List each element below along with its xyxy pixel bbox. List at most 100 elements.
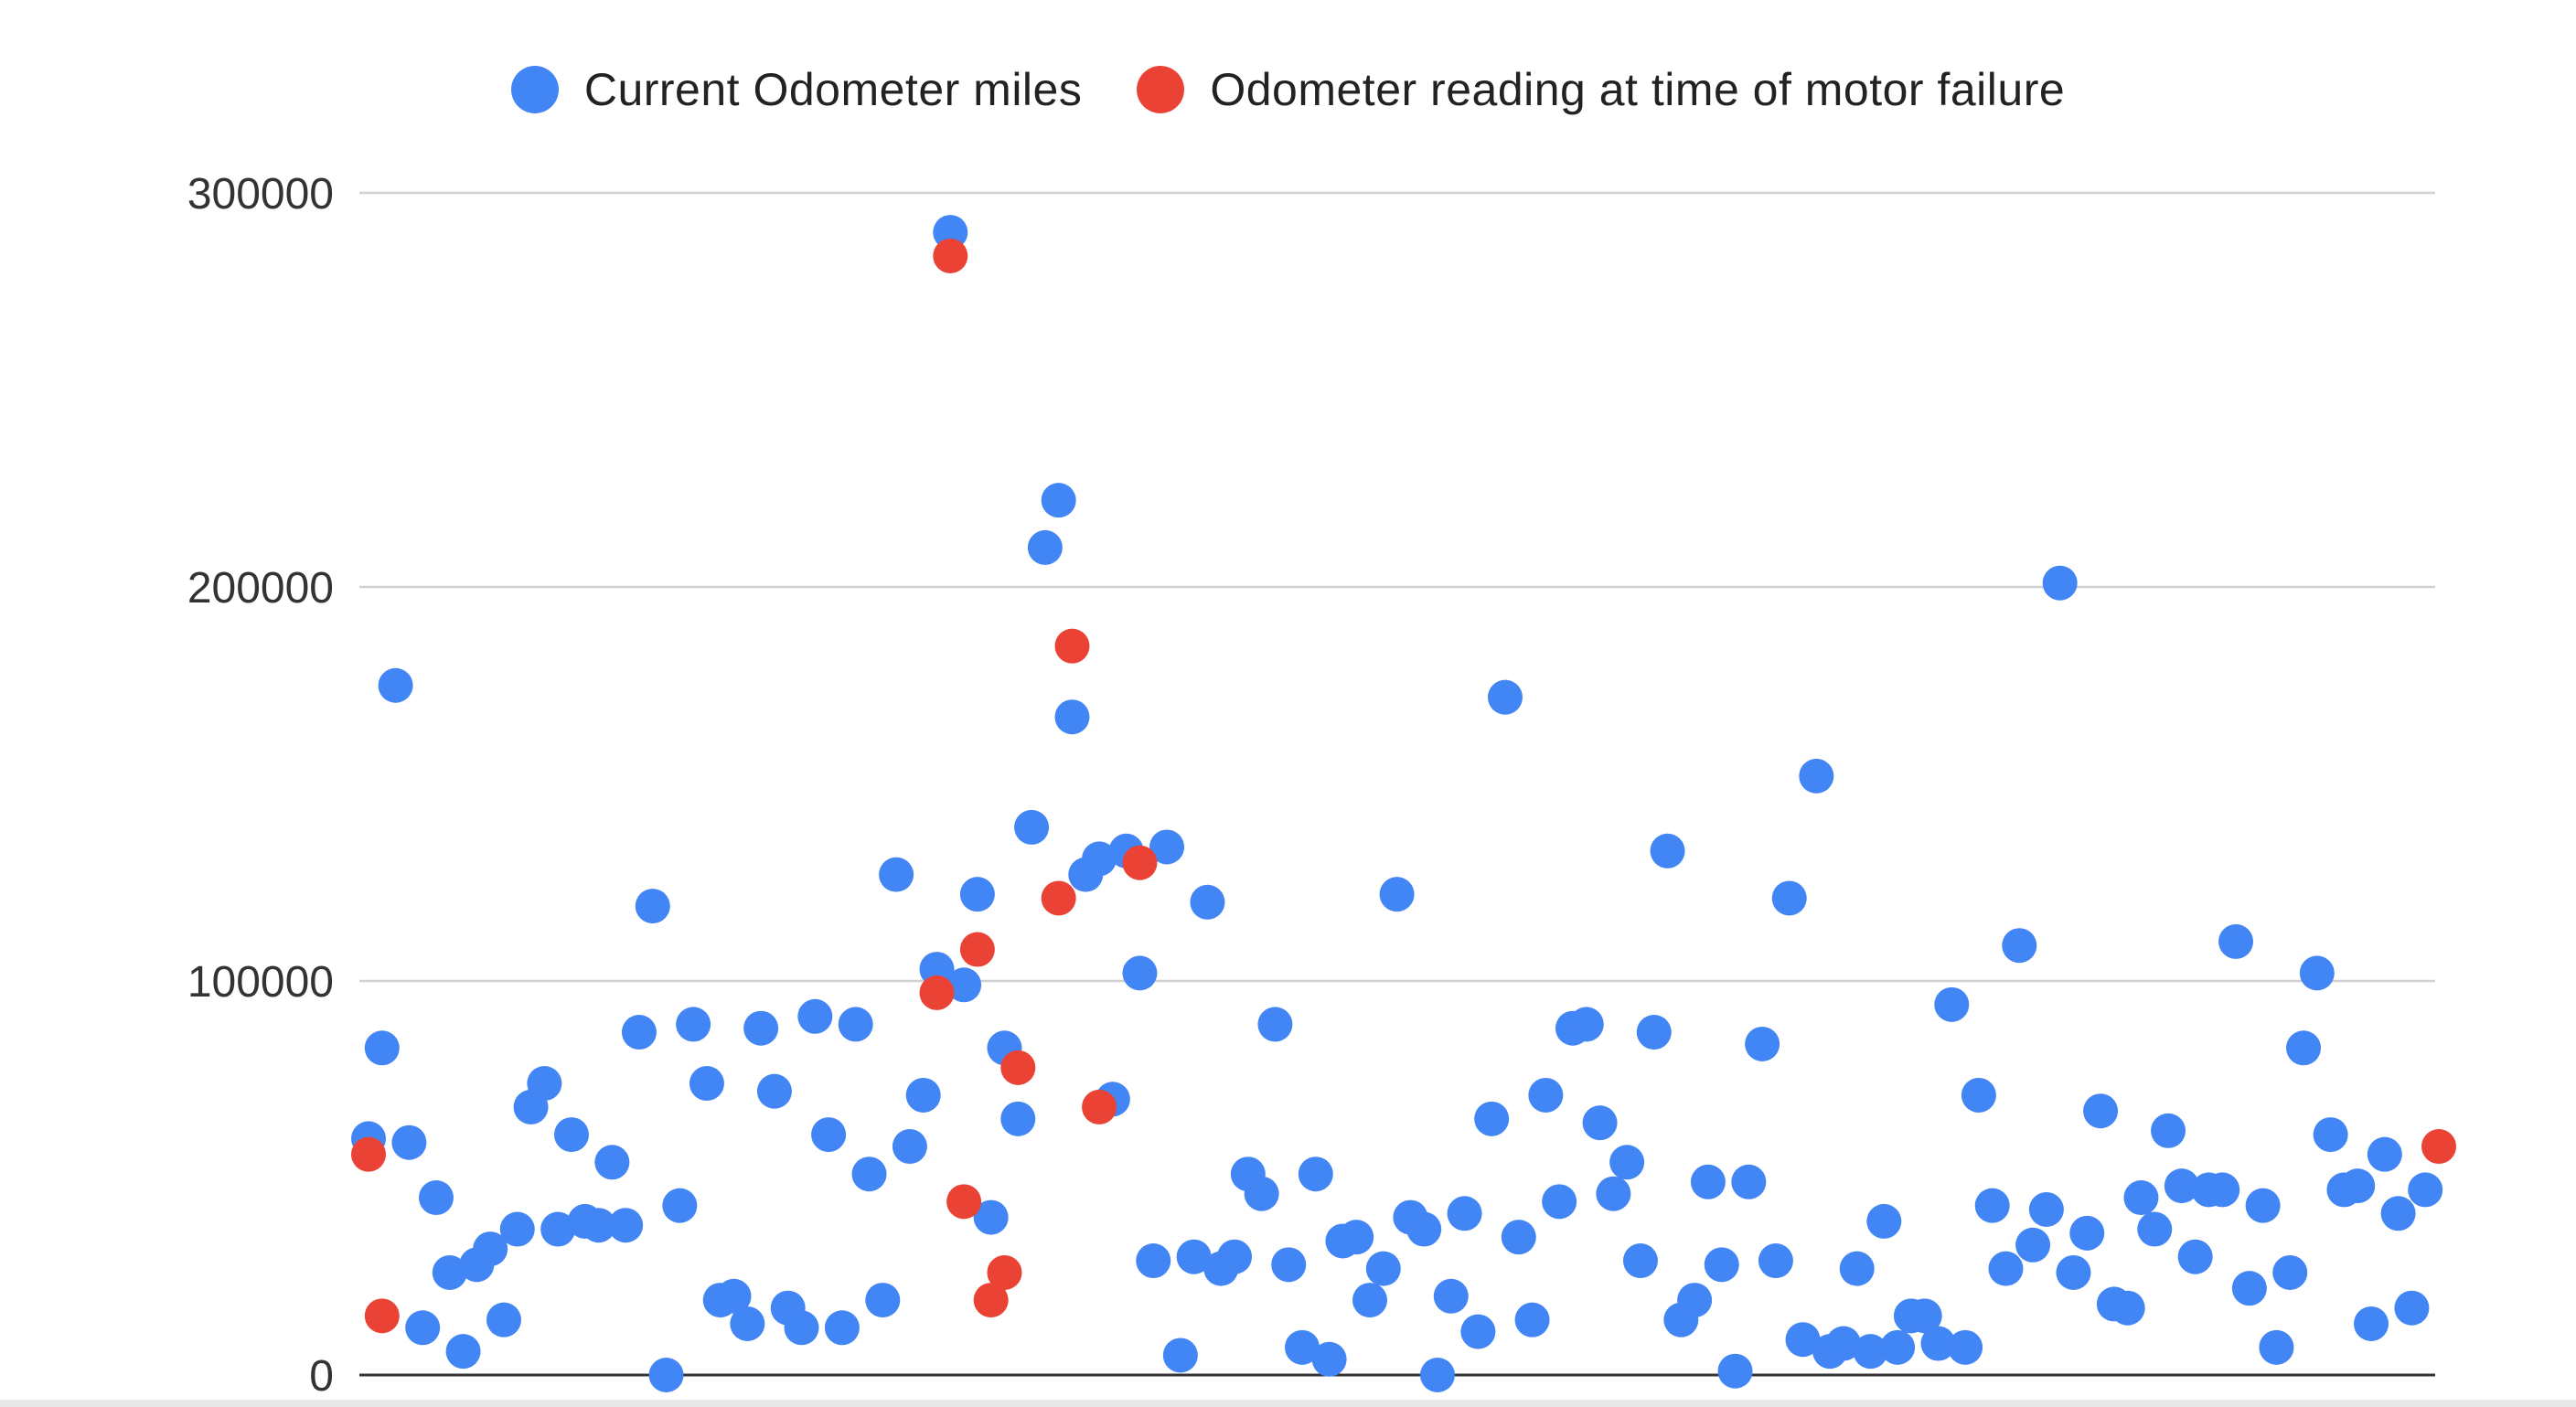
current-odometer-point[interactable] bbox=[1785, 1322, 1821, 1358]
current-odometer-point[interactable] bbox=[784, 1310, 819, 1346]
current-odometer-point[interactable] bbox=[499, 1211, 535, 1247]
current-odometer-point[interactable] bbox=[1907, 1298, 1942, 1334]
current-odometer-point[interactable] bbox=[2110, 1290, 2145, 1326]
current-odometer-point[interactable] bbox=[716, 1278, 752, 1314]
current-odometer-point[interactable] bbox=[865, 1283, 901, 1318]
failure-odometer-point[interactable] bbox=[364, 1298, 400, 1334]
current-odometer-point[interactable] bbox=[1217, 1239, 1253, 1274]
failure-odometer-point[interactable] bbox=[1041, 880, 1076, 916]
current-odometer-point[interactable] bbox=[2015, 1227, 2051, 1263]
current-odometer-point[interactable] bbox=[1311, 1341, 1347, 1377]
current-odometer-point[interactable] bbox=[811, 1117, 847, 1153]
current-odometer-point[interactable] bbox=[2218, 923, 2254, 959]
current-odometer-point[interactable] bbox=[1948, 1329, 1983, 1365]
current-odometer-point[interactable] bbox=[2340, 1168, 2376, 1204]
current-odometer-point[interactable] bbox=[689, 1066, 724, 1102]
failure-odometer-point[interactable] bbox=[1000, 1050, 1036, 1085]
current-odometer-point[interactable] bbox=[1934, 986, 1970, 1022]
current-odometer-point[interactable] bbox=[1866, 1203, 1902, 1239]
current-odometer-point[interactable] bbox=[1690, 1164, 1726, 1199]
current-odometer-point[interactable] bbox=[959, 877, 995, 912]
failure-odometer-point[interactable] bbox=[1122, 845, 1158, 880]
current-odometer-point[interactable] bbox=[1758, 1243, 1793, 1279]
current-odometer-point[interactable] bbox=[1677, 1283, 1713, 1318]
current-odometer-point[interactable] bbox=[1257, 1007, 1293, 1042]
current-odometer-point[interactable] bbox=[2380, 1196, 2416, 1231]
current-odometer-point[interactable] bbox=[1176, 1239, 1212, 1274]
current-odometer-point[interactable] bbox=[1487, 679, 1523, 715]
current-odometer-point[interactable] bbox=[1244, 1176, 1279, 1211]
current-odometer-point[interactable] bbox=[2408, 1172, 2443, 1208]
failure-odometer-point[interactable] bbox=[959, 932, 995, 967]
current-odometer-point[interactable] bbox=[1582, 1105, 1618, 1141]
current-odometer-point[interactable] bbox=[1365, 1251, 1401, 1286]
failure-odometer-point[interactable] bbox=[919, 975, 955, 1010]
current-odometer-point[interactable] bbox=[418, 1180, 454, 1216]
current-odometer-point[interactable] bbox=[1122, 955, 1158, 991]
current-odometer-point[interactable] bbox=[1339, 1220, 1374, 1255]
failure-odometer-point[interactable] bbox=[2421, 1129, 2456, 1165]
current-odometer-point[interactable] bbox=[2299, 955, 2335, 991]
current-odometer-point[interactable] bbox=[1799, 758, 1834, 794]
current-odometer-point[interactable] bbox=[2164, 1168, 2199, 1204]
current-odometer-point[interactable] bbox=[2367, 1136, 2402, 1172]
current-odometer-point[interactable] bbox=[1731, 1164, 1767, 1199]
current-odometer-point[interactable] bbox=[1771, 880, 1807, 916]
current-odometer-point[interactable] bbox=[527, 1066, 562, 1102]
failure-odometer-point[interactable] bbox=[1054, 628, 1090, 664]
current-odometer-point[interactable] bbox=[1041, 483, 1076, 518]
current-odometer-point[interactable] bbox=[1825, 1326, 1861, 1361]
current-odometer-point[interactable] bbox=[1853, 1334, 1888, 1370]
current-odometer-point[interactable] bbox=[1447, 1196, 1482, 1231]
current-odometer-point[interactable] bbox=[1136, 1243, 1171, 1279]
current-odometer-point[interactable] bbox=[1745, 1026, 1780, 1061]
current-odometer-point[interactable] bbox=[2002, 928, 2037, 964]
current-odometer-point[interactable] bbox=[1501, 1220, 1536, 1255]
current-odometer-point[interactable] bbox=[1190, 884, 1225, 920]
current-odometer-point[interactable] bbox=[2056, 1254, 2091, 1290]
current-odometer-point[interactable] bbox=[445, 1334, 481, 1370]
current-odometer-point[interactable] bbox=[581, 1208, 616, 1243]
current-odometer-point[interactable] bbox=[1433, 1278, 1469, 1314]
failure-odometer-point[interactable] bbox=[987, 1254, 1022, 1290]
current-odometer-point[interactable] bbox=[1880, 1329, 1916, 1365]
current-odometer-point[interactable] bbox=[824, 1310, 860, 1346]
current-odometer-point[interactable] bbox=[1149, 829, 1185, 865]
current-odometer-point[interactable] bbox=[1920, 1326, 1956, 1361]
current-odometer-point[interactable] bbox=[1622, 1243, 1658, 1279]
current-odometer-point[interactable] bbox=[1406, 1211, 1442, 1247]
current-odometer-point[interactable] bbox=[1528, 1077, 1564, 1113]
current-odometer-point[interactable] bbox=[648, 1358, 684, 1392]
current-odometer-point[interactable] bbox=[1054, 699, 1090, 735]
current-odometer-point[interactable] bbox=[1717, 1353, 1753, 1389]
current-odometer-point[interactable] bbox=[676, 1007, 711, 1042]
current-odometer-point[interactable] bbox=[851, 1157, 887, 1192]
current-odometer-point[interactable] bbox=[2354, 1306, 2389, 1341]
current-odometer-point[interactable] bbox=[1596, 1176, 1631, 1211]
current-odometer-point[interactable] bbox=[2083, 1093, 2119, 1129]
current-odometer-point[interactable] bbox=[2069, 1215, 2105, 1251]
current-odometer-point[interactable] bbox=[879, 857, 914, 892]
current-odometer-point[interactable] bbox=[2245, 1188, 2281, 1223]
current-odometer-point[interactable] bbox=[1568, 1007, 1604, 1042]
current-odometer-point[interactable] bbox=[1704, 1247, 1739, 1283]
current-odometer-point[interactable] bbox=[2151, 1113, 2186, 1148]
current-odometer-point[interactable] bbox=[1014, 809, 1050, 845]
current-odometer-point[interactable] bbox=[797, 998, 833, 1034]
current-odometer-point[interactable] bbox=[540, 1211, 576, 1247]
legend-item-failure-odometer[interactable]: Odometer reading at time of motor failur… bbox=[1137, 63, 2065, 116]
current-odometer-point[interactable] bbox=[756, 1073, 792, 1109]
failure-odometer-point[interactable] bbox=[351, 1136, 386, 1172]
current-odometer-point[interactable] bbox=[378, 667, 413, 703]
current-odometer-point[interactable] bbox=[730, 1306, 765, 1341]
current-odometer-point[interactable] bbox=[905, 1077, 941, 1113]
current-odometer-point[interactable] bbox=[608, 1208, 644, 1243]
current-odometer-point[interactable] bbox=[1961, 1077, 1996, 1113]
failure-odometer-point[interactable] bbox=[973, 1283, 1009, 1318]
current-odometer-point[interactable] bbox=[405, 1310, 441, 1346]
current-odometer-point[interactable] bbox=[2394, 1290, 2430, 1326]
current-odometer-point[interactable] bbox=[662, 1188, 698, 1223]
current-odometer-point[interactable] bbox=[2137, 1211, 2173, 1247]
current-odometer-point[interactable] bbox=[2313, 1117, 2348, 1153]
current-odometer-point[interactable] bbox=[1000, 1101, 1036, 1136]
